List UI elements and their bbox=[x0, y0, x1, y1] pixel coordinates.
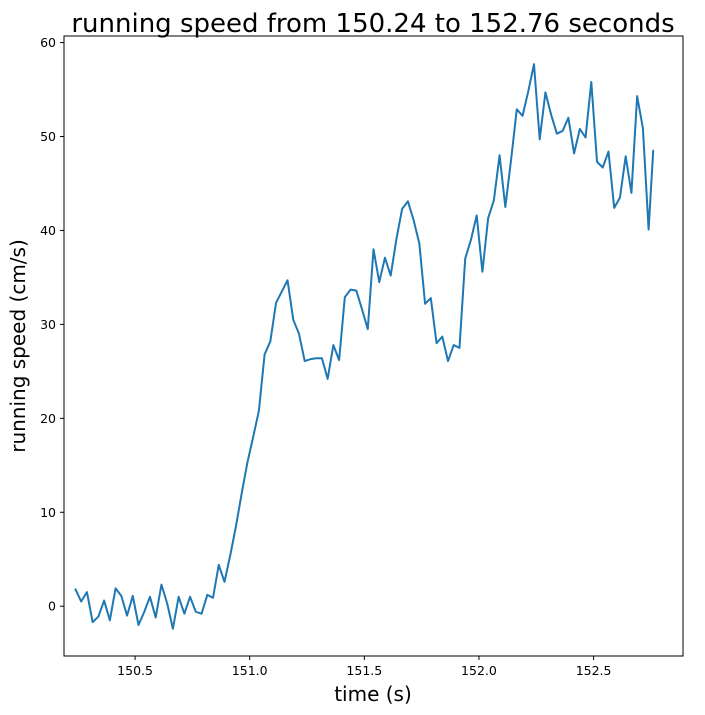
y-tick-label: 20 bbox=[40, 411, 56, 426]
y-tick-label: 0 bbox=[48, 599, 56, 614]
y-axis-title: running speed (cm/s) bbox=[6, 239, 30, 453]
running-speed-series-line bbox=[74, 63, 655, 630]
y-tick-label: 40 bbox=[40, 223, 56, 238]
x-tick-label: 152.5 bbox=[576, 663, 612, 678]
series-layer bbox=[74, 63, 655, 630]
x-tick-label: 151.5 bbox=[346, 663, 382, 678]
x-tick-label: 151.0 bbox=[232, 663, 268, 678]
y-tick-label: 60 bbox=[40, 35, 56, 50]
y-tick-label: 10 bbox=[40, 505, 56, 520]
x-axis: 150.5 151.0 151.5 152.0 152.5 bbox=[117, 656, 611, 678]
y-axis: 0 10 20 30 40 50 60 bbox=[40, 35, 64, 614]
x-tick-label: 152.0 bbox=[461, 663, 497, 678]
chart-title: running speed from 150.24 to 152.76 seco… bbox=[71, 9, 674, 39]
x-axis-title: time (s) bbox=[334, 682, 412, 706]
y-tick-label: 30 bbox=[40, 317, 56, 332]
y-tick-label: 50 bbox=[40, 129, 56, 144]
plot-frame bbox=[63, 35, 684, 657]
plot-area bbox=[63, 35, 684, 657]
x-tick-label: 150.5 bbox=[117, 663, 153, 678]
